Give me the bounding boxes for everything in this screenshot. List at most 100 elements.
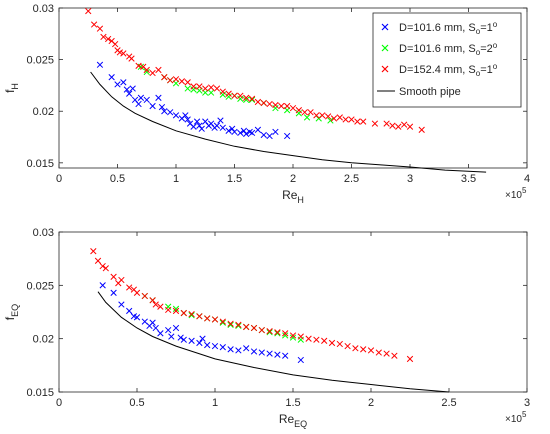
data-point xyxy=(274,351,281,358)
data-point xyxy=(196,313,203,320)
data-point xyxy=(274,330,281,337)
x-axis-multiplier: ×105 xyxy=(505,410,527,425)
x-tick-label: 2.5 xyxy=(344,173,359,185)
data-point xyxy=(342,116,349,123)
data-point xyxy=(231,128,238,136)
data-point xyxy=(213,85,221,92)
x-tick-label: 1 xyxy=(173,173,179,185)
x-tick-label: 1 xyxy=(212,397,218,409)
data-point xyxy=(168,333,175,340)
data-point xyxy=(336,114,343,121)
data-point xyxy=(278,102,285,110)
data-point xyxy=(166,77,174,84)
y-tick-label: 0.03 xyxy=(33,3,54,15)
data-point xyxy=(126,284,133,291)
data-point xyxy=(152,324,159,332)
data-point xyxy=(219,344,226,351)
data-point xyxy=(219,124,226,131)
x-tick-label: 3 xyxy=(407,173,413,185)
data-point xyxy=(389,122,396,129)
data-point xyxy=(149,319,156,326)
multiplier-base: ×10 xyxy=(505,414,522,425)
data-point xyxy=(297,356,304,364)
data-point xyxy=(99,262,106,270)
x-tick-label: 3.5 xyxy=(461,173,476,185)
y-tick-label: 0.015 xyxy=(26,387,54,399)
data-point xyxy=(207,84,215,91)
data-point xyxy=(229,125,236,132)
data-point xyxy=(110,273,117,280)
legend-marker xyxy=(381,23,389,31)
data-point xyxy=(235,321,242,328)
data-point xyxy=(126,90,133,97)
data-point xyxy=(193,118,201,125)
data-point xyxy=(133,314,141,321)
data-point xyxy=(207,89,215,96)
data-point xyxy=(395,123,402,130)
data-point xyxy=(266,132,273,140)
y-tick-label: 0.015 xyxy=(26,158,54,170)
data-point xyxy=(172,324,180,332)
data-point xyxy=(313,112,320,119)
data-point xyxy=(94,257,102,264)
data-point xyxy=(266,100,273,108)
x-tick-label: 1.5 xyxy=(227,173,242,185)
x-tick-label: 0 xyxy=(56,173,62,185)
chart-panel-2: 0 0.5 1 1.5 2 2.5 30.0150.020.0250.03ReEQfEQ×1… xyxy=(3,227,530,429)
data-point xyxy=(289,104,297,112)
data-point xyxy=(180,309,187,317)
data-point xyxy=(254,98,262,106)
data-point xyxy=(231,92,238,99)
data-point xyxy=(250,348,258,355)
data-point xyxy=(250,324,258,332)
data-point xyxy=(266,328,273,335)
x-axis-label-sub: EQ xyxy=(294,419,307,429)
data-point xyxy=(225,127,232,134)
data-point xyxy=(202,85,209,92)
data-point xyxy=(237,129,244,137)
data-point xyxy=(96,25,104,32)
data-point xyxy=(383,350,390,357)
data-point xyxy=(120,50,127,57)
data-point xyxy=(165,306,172,314)
data-point xyxy=(204,341,211,349)
data-point xyxy=(161,74,168,81)
multiplier-exponent: 5 xyxy=(522,186,527,195)
data-point xyxy=(143,96,150,104)
data-point xyxy=(406,355,414,363)
data-point xyxy=(99,282,106,289)
data-point xyxy=(85,7,92,15)
data-point xyxy=(235,322,242,330)
data-point xyxy=(135,62,142,69)
data-point xyxy=(324,113,332,120)
x-axis-label: ReH xyxy=(282,188,304,205)
data-point xyxy=(143,68,150,76)
data-point xyxy=(225,90,232,97)
series-3 xyxy=(90,248,414,363)
data-point xyxy=(182,112,189,119)
y-axis-label-main: f xyxy=(3,89,17,93)
data-point xyxy=(375,349,382,356)
data-point xyxy=(297,333,304,340)
data-point xyxy=(184,79,191,86)
data-point xyxy=(243,323,250,331)
data-point xyxy=(104,35,112,43)
data-point xyxy=(135,100,142,108)
smooth-pipe-curve xyxy=(97,291,450,393)
data-point xyxy=(367,347,375,354)
data-point xyxy=(190,83,197,90)
legend-entry-label: Smooth pipe xyxy=(399,86,461,98)
data-point xyxy=(177,334,184,341)
data-point xyxy=(360,118,367,125)
y-axis-label: fH xyxy=(3,83,20,93)
data-point xyxy=(283,102,291,110)
data-point xyxy=(100,33,107,41)
legend-entry-label: D=101.6 mm, So=1o xyxy=(399,20,498,36)
multiplier-base: ×10 xyxy=(505,190,522,201)
data-point xyxy=(149,69,156,77)
data-point xyxy=(248,96,256,104)
series-1 xyxy=(96,61,291,140)
data-point xyxy=(196,83,203,90)
data-point xyxy=(188,337,195,344)
data-point xyxy=(272,101,279,109)
